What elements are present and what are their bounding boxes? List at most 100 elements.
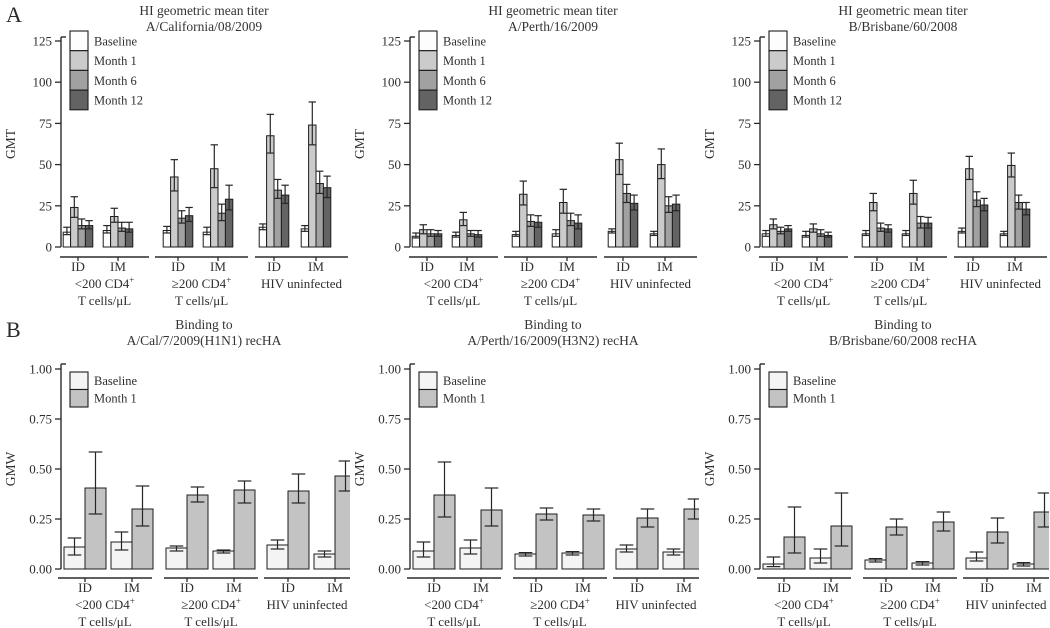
y-tick-label: 0.50 xyxy=(378,462,401,477)
legend-label: Month 1 xyxy=(793,54,836,68)
subgroup-label: IM xyxy=(308,259,324,274)
subgroup-label: ID xyxy=(420,259,434,274)
y-tick-label: 0.75 xyxy=(29,412,52,427)
y-axis-title: GMW xyxy=(3,451,18,486)
group-label-line2: T cells/μL xyxy=(883,614,936,628)
y-tick-label: 125 xyxy=(382,34,402,49)
legend-swatch xyxy=(768,30,788,52)
subgroup-label: ID xyxy=(520,259,534,274)
legend-swatch xyxy=(768,89,788,111)
y-tick-label: 75 xyxy=(388,116,401,131)
y-tick-label: 0.00 xyxy=(378,562,401,577)
group-label-line1: <200 CD4+ xyxy=(424,275,484,291)
group-label-line2: T cells/μL xyxy=(427,614,480,628)
chart-title-line: A/Perth/16/2009(H3N2) recHA xyxy=(467,333,639,348)
legend-label: Month 1 xyxy=(94,392,137,406)
y-axis-title: GMT xyxy=(702,128,717,159)
subgroup-label: ID xyxy=(171,259,185,274)
subgroup-label: IM xyxy=(473,580,489,595)
chart-title-line: A/Perth/16/2009 xyxy=(508,19,598,34)
chart-binding-perth-h3n2: Binding toA/Perth/16/2009(H3N2) recHA 0.0… xyxy=(352,317,699,628)
legend-label: Month 1 xyxy=(94,54,137,68)
bar xyxy=(212,550,235,570)
y-axis-title: GMT xyxy=(352,128,367,159)
group-label-line1: HIV uninfected xyxy=(267,597,348,612)
subgroup-label: IM xyxy=(657,259,673,274)
group-label-line2: T cells/μL xyxy=(175,293,228,308)
chart-title-line: HI geometric mean titer xyxy=(838,3,968,18)
group-label-line1: <200 CD4+ xyxy=(424,596,484,612)
y-tick-label: 0.50 xyxy=(728,462,751,477)
group-label-line2: T cells/μL xyxy=(777,614,830,628)
y-axis-title: GMT xyxy=(3,128,18,159)
bar xyxy=(535,513,558,570)
subgroup-label: ID xyxy=(966,259,980,274)
y-tick-label: 0.75 xyxy=(728,412,751,427)
group-label-line1: <200 CD4+ xyxy=(75,596,135,612)
group-label-line1: ≥200 CD4+ xyxy=(880,596,940,612)
y-tick-label: 1.00 xyxy=(29,362,52,377)
legend-swatch xyxy=(69,30,89,52)
y-tick-label: 25 xyxy=(738,198,751,213)
subgroup-label: IM xyxy=(1026,580,1042,595)
y-tick-label: 0.00 xyxy=(29,562,52,577)
group-label-line2: T cells/μL xyxy=(78,614,131,628)
y-tick-label: 25 xyxy=(388,198,401,213)
legend-swatch xyxy=(69,371,89,391)
subgroup-label: ID xyxy=(879,580,893,595)
group-label-line1: HIV uninfected xyxy=(261,276,342,291)
legend-swatch xyxy=(768,388,788,408)
y-tick-label: 0.25 xyxy=(728,512,751,527)
group-label-line2: T cells/μL xyxy=(78,293,131,308)
legend-label: Baseline xyxy=(443,374,486,388)
subgroup-label: IM xyxy=(327,580,343,595)
group-label-line1: HIV uninfected xyxy=(610,276,691,291)
y-tick-label: 0.25 xyxy=(378,512,401,527)
subgroup-label: ID xyxy=(78,580,92,595)
legend-swatch xyxy=(418,371,438,391)
subgroup-label: IM xyxy=(823,580,839,595)
subgroup-label: ID xyxy=(616,259,630,274)
y-tick-label: 125 xyxy=(33,34,53,49)
legend-swatch xyxy=(768,371,788,391)
subgroup-label: ID xyxy=(870,259,884,274)
legend-label: Month 1 xyxy=(793,392,836,406)
y-tick-label: 0.00 xyxy=(728,562,751,577)
chart-title-line: Binding to xyxy=(874,317,932,332)
subgroup-label: IM xyxy=(809,259,825,274)
bar xyxy=(957,230,967,248)
subgroup-label: ID xyxy=(770,259,784,274)
legend-label: Baseline xyxy=(793,374,836,388)
group-label-line1: ≥200 CD4+ xyxy=(521,275,581,291)
subgroup-label: ID xyxy=(71,259,85,274)
subgroup-label: IM xyxy=(1007,259,1023,274)
bar xyxy=(607,230,617,248)
legend-label: Baseline xyxy=(94,374,137,388)
y-axis-title: GMW xyxy=(352,451,367,486)
subgroup-label: IM xyxy=(459,259,475,274)
y-tick-label: 125 xyxy=(732,34,752,49)
legend-swatch xyxy=(768,50,788,71)
y-tick-label: 100 xyxy=(33,75,53,90)
subgroup-label: IM xyxy=(909,259,925,274)
legend-label: Baseline xyxy=(94,35,137,49)
y-tick-label: 0 xyxy=(46,240,53,255)
y-tick-label: 50 xyxy=(388,157,401,172)
legend-label: Month 1 xyxy=(443,54,486,68)
group-label-line1: <200 CD4+ xyxy=(774,275,834,291)
group-label-line1: HIV uninfected xyxy=(960,276,1041,291)
panel-a-label: A xyxy=(6,2,22,27)
group-label-line2: T cells/μL xyxy=(777,293,830,308)
group-label-line1: ≥200 CD4+ xyxy=(871,275,931,291)
legend-swatch xyxy=(418,50,438,71)
group-label-line1: ≥200 CD4+ xyxy=(172,275,232,291)
subgroup-label: IM xyxy=(226,580,242,595)
group-label-line1: <200 CD4+ xyxy=(774,596,834,612)
y-tick-label: 0 xyxy=(395,240,402,255)
subgroup-label: ID xyxy=(180,580,194,595)
y-tick-label: 0.25 xyxy=(29,512,52,527)
group-label-line2: T cells/μL xyxy=(184,614,237,628)
legend-label: Month 1 xyxy=(443,392,486,406)
